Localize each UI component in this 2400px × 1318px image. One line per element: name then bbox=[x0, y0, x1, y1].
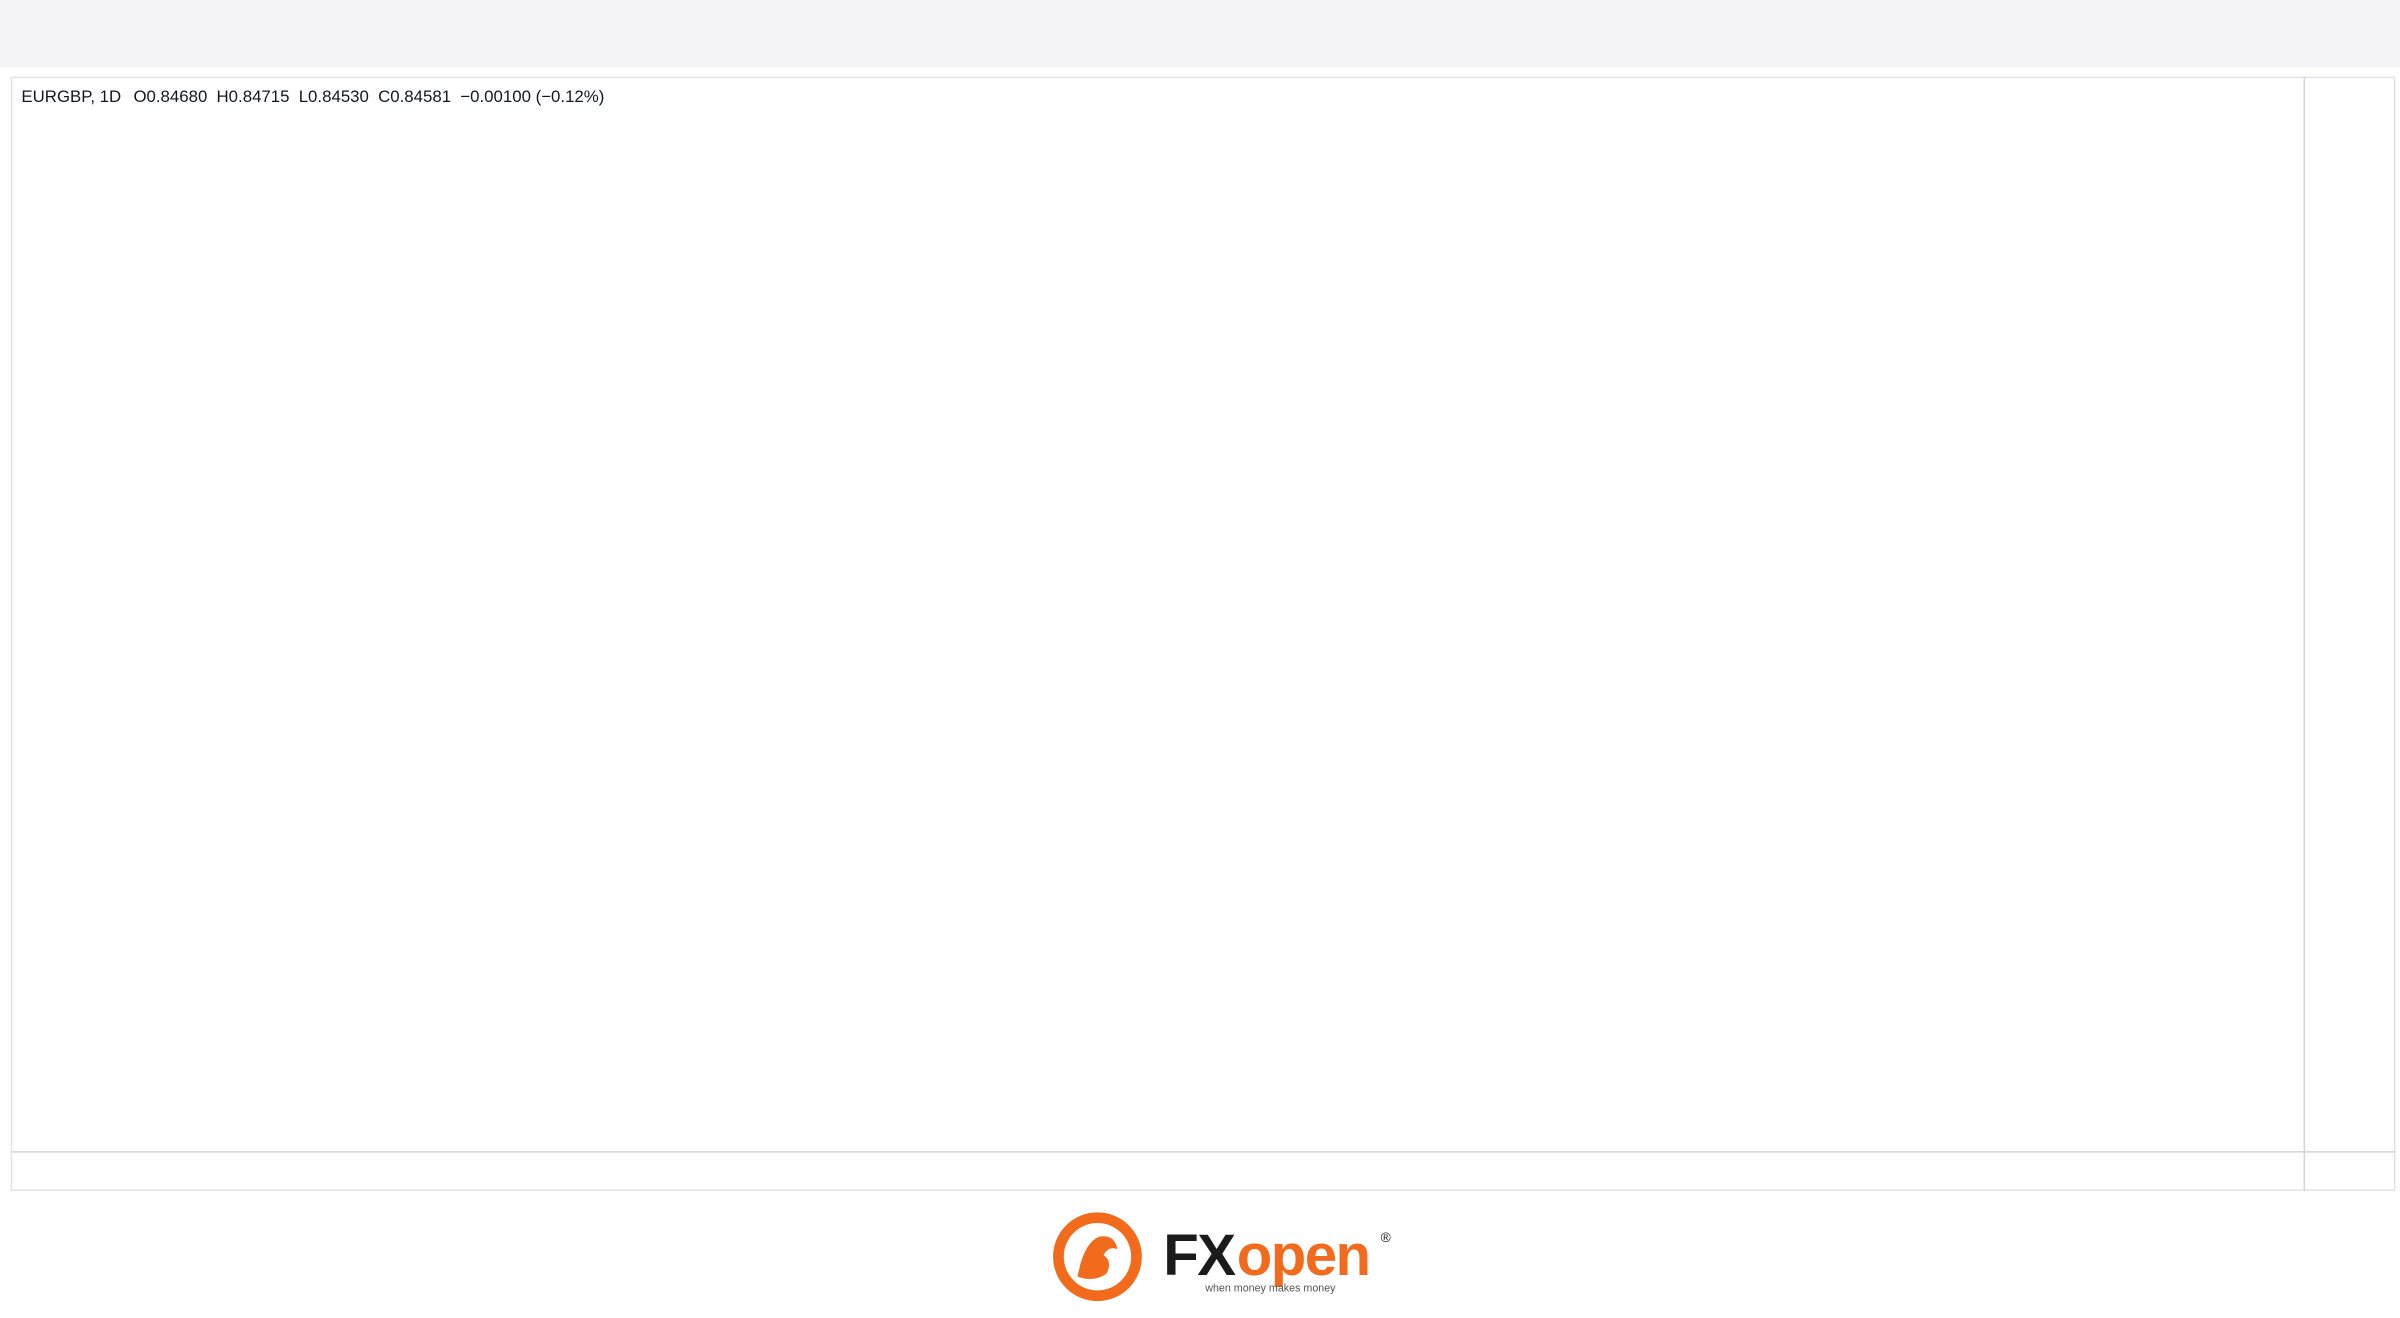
registered-mark: ® bbox=[1381, 1230, 1391, 1245]
symbol: EURGBP, 1D bbox=[21, 87, 121, 106]
low-value: L0.84530 bbox=[299, 87, 369, 106]
symbol-legend: EURGBP, 1D O0.84680 H0.84715 L0.84530 C0.845… bbox=[21, 87, 604, 106]
logo-bull bbox=[1077, 1236, 1118, 1280]
brand-open: open bbox=[1237, 1223, 1370, 1288]
tagline: when money makes money bbox=[1204, 1283, 1336, 1295]
open-value: O0.84680 bbox=[133, 87, 207, 106]
high-value: H0.84715 bbox=[217, 87, 290, 106]
close-value: C0.84581 bbox=[378, 87, 451, 106]
footer-logo: FX open ® when money makes money bbox=[1053, 1212, 1391, 1302]
top-band bbox=[0, 0, 2400, 68]
brand-fx: FX bbox=[1163, 1223, 1236, 1288]
chart-panel bbox=[10, 76, 2396, 1191]
change-value: −0.00100 (−0.12%) bbox=[460, 87, 604, 106]
